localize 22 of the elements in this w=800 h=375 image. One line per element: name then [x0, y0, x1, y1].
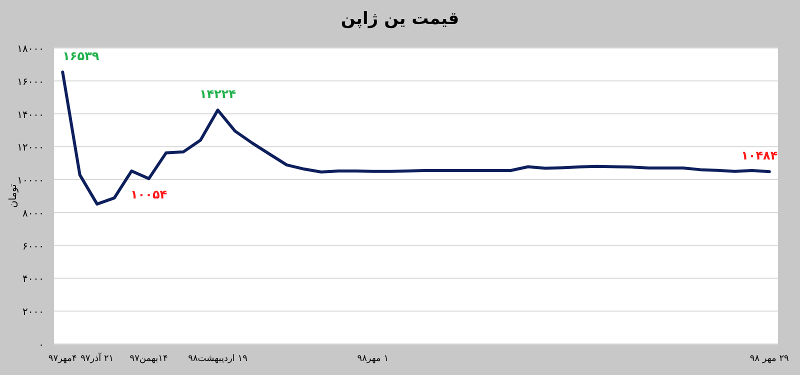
y-tick-label: ۱۸۰۰۰	[17, 44, 44, 55]
y-tick-label: ۲۰۰۰	[22, 307, 44, 318]
data-label: ۱۶۵۳۹	[62, 49, 100, 64]
y-tick-label: ۱۴۰۰۰	[17, 110, 44, 121]
y-tick-label: ۸۰۰۰	[22, 208, 44, 220]
y-tick-label: ۴۰۰۰	[22, 274, 44, 286]
data-label: ۱۴۲۲۴	[199, 87, 236, 102]
y-tick-label: ۱۰۰۰۰	[17, 176, 44, 187]
x-tick-label: ۲۹ مهر ۹۸	[750, 354, 790, 364]
chart-title: قیمت ین ژاپن	[340, 9, 460, 29]
data-label: ۱۰۰۵۴	[130, 188, 168, 202]
y-tick-label: ۱۲۰۰۰	[17, 142, 44, 154]
y-tick-label: ۰	[38, 340, 44, 351]
x-tick-label: ۴مهر۹۷	[48, 354, 77, 364]
y-tick-label: ۱۶۰۰۰	[17, 76, 44, 88]
x-tick-label: ۱ مهر۹۸	[357, 354, 389, 364]
x-tick-label: ۱۹ اردیبهشت۹۸	[188, 354, 248, 364]
y-axis-title: تومان	[8, 184, 19, 208]
data-label: ۱۰۴۸۴	[741, 148, 778, 163]
x-tick-label: ۲۱ آذر۹۷	[80, 352, 114, 364]
y-tick-label: ۶۰۰۰	[22, 241, 44, 252]
x-tick-label: ۱۴بهمن۹۷	[130, 354, 168, 364]
